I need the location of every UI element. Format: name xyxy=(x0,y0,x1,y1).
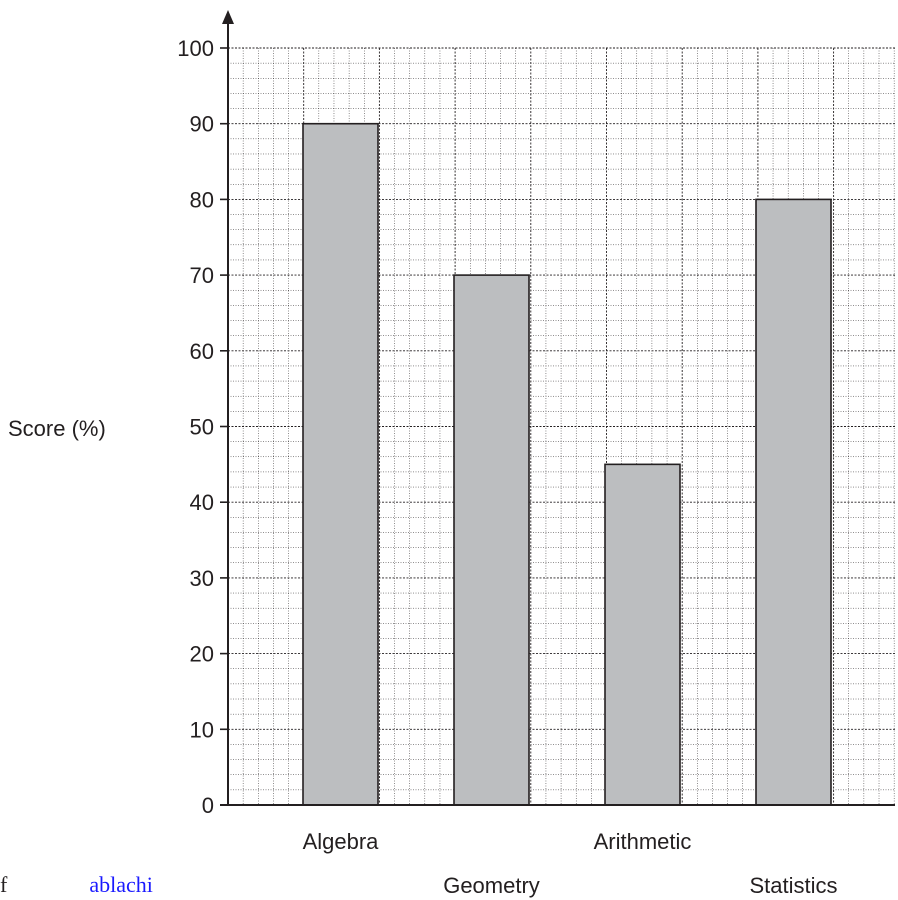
bar-arithmetic xyxy=(604,463,681,806)
y-tick-label: 0 xyxy=(202,793,214,818)
y-tick-label: 20 xyxy=(190,642,214,667)
bar-algebra xyxy=(302,122,379,806)
y-tick-label: 80 xyxy=(190,187,214,212)
x-tick-label: Geometry xyxy=(443,873,540,898)
y-axis-arrow-icon xyxy=(222,10,234,24)
x-labels: Algebra Geometry Arithmetic Statistics xyxy=(303,829,838,898)
cropped-footer-text: f ablachi xyxy=(0,872,153,898)
axes xyxy=(220,10,895,806)
y-tick-label: 50 xyxy=(190,415,214,440)
y-tick-label: 40 xyxy=(190,490,214,515)
y-tick-label: 30 xyxy=(190,566,214,591)
x-tick-label: Algebra xyxy=(303,829,380,854)
y-axis-label: Score (%) xyxy=(8,416,106,441)
bars xyxy=(302,122,832,806)
y-tick-label: 100 xyxy=(177,36,214,61)
bar-statistics xyxy=(755,198,832,806)
footer-link[interactable]: ablachi xyxy=(89,872,153,897)
y-tick-label: 60 xyxy=(190,339,214,364)
y-tick-label: 10 xyxy=(190,717,214,742)
y-ticks: 0 10 20 30 40 50 60 70 80 90 100 xyxy=(177,36,228,818)
x-tick-label: Statistics xyxy=(749,873,837,898)
footer-text: f xyxy=(0,872,8,897)
bar-geometry xyxy=(453,274,530,806)
y-tick-label: 70 xyxy=(190,263,214,288)
y-tick-label: 90 xyxy=(190,112,214,137)
x-tick-label: Arithmetic xyxy=(594,829,692,854)
